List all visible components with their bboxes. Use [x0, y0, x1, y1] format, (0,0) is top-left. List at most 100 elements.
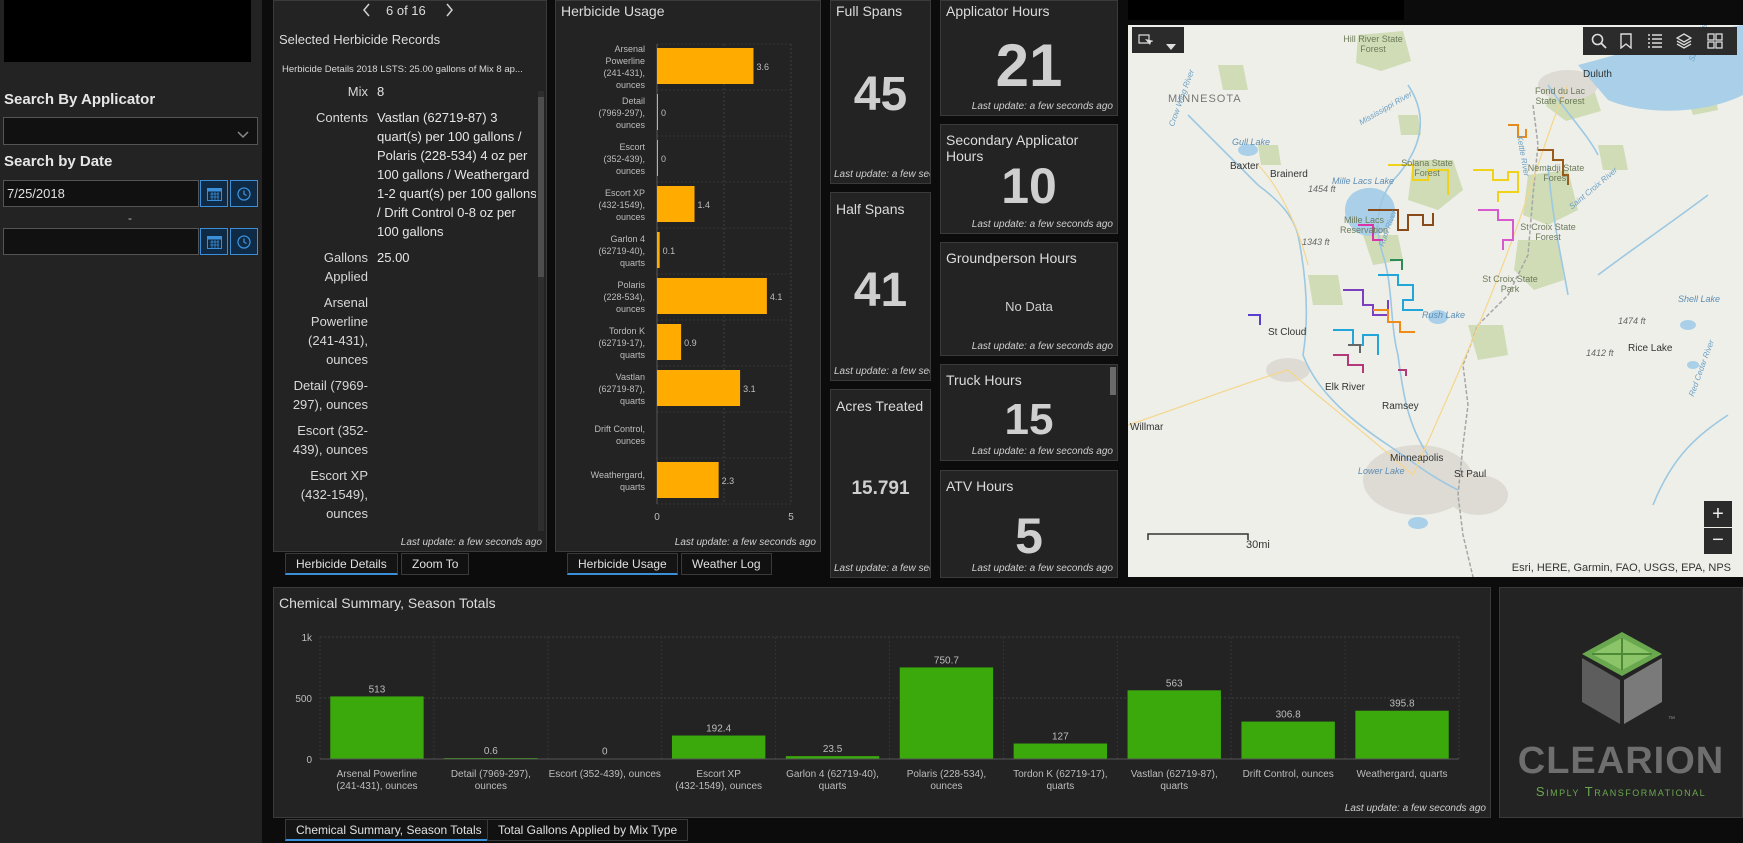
summary-bar[interactable] [1355, 710, 1449, 759]
summary-bar[interactable] [330, 696, 424, 759]
category-label: Escort (352-439), ounces [603, 142, 645, 176]
tick-label: 1k [301, 633, 313, 644]
tick-label: 500 [295, 694, 312, 705]
detail-label: Detail (7969-297), ounces [292, 378, 368, 412]
chevron-down-icon [237, 126, 249, 144]
last-update-text: Last update: a few seconds ago [971, 101, 1113, 112]
panel-title: Chemical Summary, Season Totals [279, 595, 496, 611]
summary-bar[interactable] [1241, 721, 1335, 759]
date-separator: - [128, 211, 132, 225]
legend-button[interactable] [1647, 33, 1663, 54]
map-label: Rush Lake [1422, 310, 1466, 320]
detail-label: Escort (352-439), ounces [292, 423, 368, 457]
half-spans-card: Half Spans 41 Last update: a few sec [830, 192, 931, 381]
category-label: Vastlan (62719-87), quarts [598, 372, 645, 406]
category-label: Weathergard, quarts [591, 470, 646, 492]
data-label: 0 [661, 108, 666, 118]
end-date-input[interactable] [3, 228, 199, 255]
data-label: 0.6 [484, 746, 498, 757]
previous-record-button[interactable] [362, 3, 372, 22]
usage-bar[interactable] [657, 370, 741, 406]
card-title: Applicator Hours [946, 3, 1050, 19]
scrollbar[interactable] [1110, 367, 1116, 395]
select-features-button[interactable] [1137, 32, 1154, 53]
usage-bar[interactable] [657, 278, 767, 314]
search-icon [1591, 33, 1607, 49]
map-label: 1412 ft [1586, 348, 1614, 358]
map-label: Elk River [1325, 382, 1366, 393]
next-record-button[interactable] [444, 3, 454, 22]
summary-bar[interactable] [1127, 690, 1221, 759]
zoom-out-button[interactable]: − [1704, 528, 1732, 554]
usage-bar[interactable] [657, 48, 754, 84]
left-sidebar: Search By Applicator Search by Date 7/25… [0, 0, 262, 843]
triangle-down-icon [1166, 44, 1176, 50]
tab-herbicide-usage[interactable]: Herbicide Usage [567, 553, 678, 575]
card-title: Half Spans [836, 201, 905, 217]
start-time-button[interactable] [230, 180, 258, 207]
map-label: Brainerd [1270, 169, 1308, 180]
tab-chemical-summary[interactable]: Chemical Summary, Season Totals [285, 819, 493, 841]
data-label: 3.1 [743, 384, 756, 394]
usage-bar[interactable] [657, 462, 719, 498]
data-label: 0 [661, 154, 666, 164]
select-dropdown-button[interactable] [1166, 37, 1176, 55]
acres-treated-card: Acres Treated 15.791 Last update: a few … [830, 389, 931, 578]
data-label: 2.3 [722, 476, 735, 486]
summary-bar[interactable] [1013, 743, 1108, 759]
detail-label: Contents [315, 110, 368, 125]
groundperson-hours-card: Groundperson Hours No Data Last update: … [940, 242, 1118, 356]
panel-title: Herbicide Usage [561, 3, 665, 19]
last-update-text: Last update: a few seconds ago [971, 341, 1113, 352]
zoom-in-button[interactable]: + [1704, 501, 1732, 527]
summary-bar[interactable] [899, 667, 994, 759]
data-label: 563 [1166, 678, 1183, 689]
clearion-logo-panel: ™ CLEARION Simply Transformational [1499, 587, 1743, 818]
map-select-icon [1138, 34, 1154, 45]
clearion-logo-mark [1582, 632, 1662, 724]
map-label: Minneapolis [1390, 453, 1444, 464]
summary-bar[interactable] [671, 735, 766, 759]
basemap-gallery-button[interactable] [1707, 33, 1723, 54]
start-calendar-button[interactable] [200, 180, 228, 207]
bookmarks-button[interactable] [1620, 33, 1632, 54]
tab-zoom-to[interactable]: Zoom To [401, 553, 470, 575]
start-date-input[interactable]: 7/25/2018 [3, 180, 199, 207]
map-left-toolbar [1132, 27, 1184, 53]
tab-herbicide-details[interactable]: Herbicide Details [285, 553, 398, 575]
card-title: Acres Treated [836, 398, 924, 414]
record-fields: Mix 8 Contents Vastlan (62719-87) 3 quart(s… [274, 82, 536, 532]
map-label: Rice Lake [1628, 343, 1673, 354]
usage-bar[interactable] [657, 324, 682, 360]
map-right-toolbar [1583, 27, 1737, 55]
map-view[interactable]: MINNESOTA Hill River State Forest Duluth Fo… [1128, 25, 1743, 577]
chemical-summary-panel: Chemical Summary, Season Totals 0 500 1k 51… [273, 587, 1491, 818]
applicator-select[interactable] [3, 117, 258, 145]
data-label: 3.6 [756, 62, 769, 72]
herbicide-details-panel: 6 of 16 Selected Herbicide Records Herbi… [273, 0, 547, 552]
tab-gallons-by-mix[interactable]: Total Gallons Applied by Mix Type [487, 819, 689, 841]
data-label: 0 [602, 747, 608, 758]
card-value: 45 [853, 68, 908, 121]
usage-bar[interactable] [657, 94, 658, 130]
logo-tagline: Simply Transformational [1535, 784, 1707, 799]
category-label: Tordon K (62719-17), quarts [1013, 769, 1108, 792]
end-time-button[interactable] [230, 228, 258, 255]
map-label: Duluth [1583, 69, 1612, 80]
data-label: 192.4 [706, 724, 731, 735]
scrollbar[interactable] [538, 91, 544, 531]
detail-label: Escort XP (432-1549), ounces [300, 468, 368, 521]
summary-bar[interactable] [785, 756, 880, 759]
category-label: Drift Control, ounces [594, 424, 645, 446]
tab-weather-log[interactable]: Weather Log [681, 553, 772, 575]
layers-button[interactable] [1675, 33, 1693, 54]
usage-bar[interactable] [657, 186, 695, 222]
map-label: Lower Lake [1358, 466, 1405, 476]
card-value: 15.791 [851, 478, 910, 499]
search-button[interactable] [1591, 33, 1607, 54]
usage-bar[interactable] [657, 140, 658, 176]
search-date-label: Search by Date [4, 153, 113, 170]
usage-bar[interactable] [657, 232, 660, 268]
last-update-text: Last update: a few seconds ago [971, 563, 1113, 574]
end-calendar-button[interactable] [200, 228, 228, 255]
